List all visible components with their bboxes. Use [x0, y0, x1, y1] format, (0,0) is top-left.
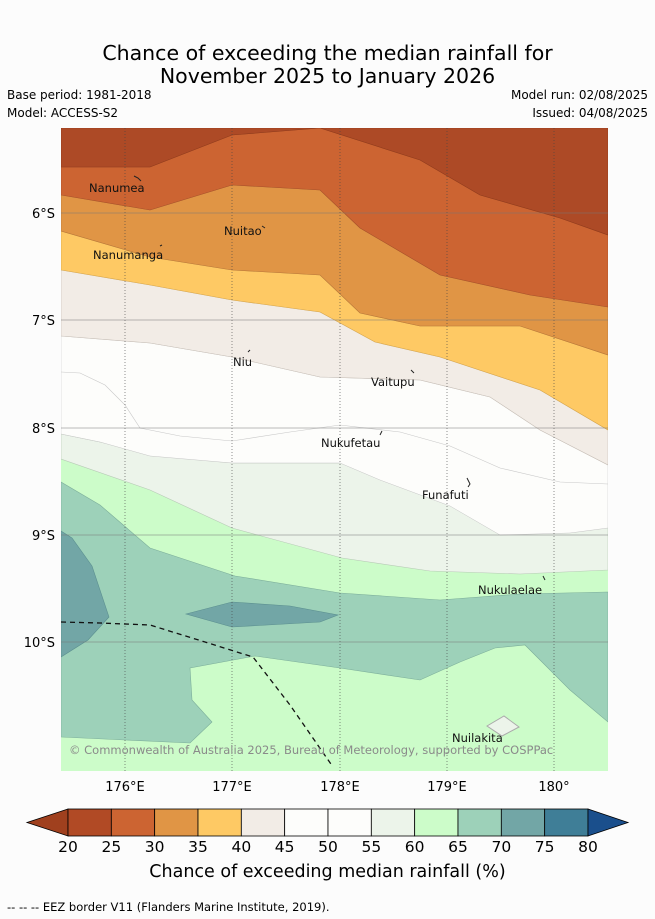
- lat-label-10s: 10°S: [24, 636, 55, 651]
- colorbar: [25, 808, 630, 837]
- colorbar-tick-label: 80: [578, 838, 598, 856]
- colorbar-swatch: [457, 808, 502, 837]
- colorbar-swatch: [284, 808, 329, 837]
- niu-island-icon: [247, 349, 251, 353]
- place-label-funafuti: Funafuti: [422, 488, 469, 502]
- colorbar-swatch: [154, 808, 199, 837]
- contour-line-50: [61, 371, 608, 485]
- colorbar-extend-high: [587, 808, 630, 837]
- nanumanga-island-icon: [159, 244, 163, 247]
- colorbar-tick-label: 20: [58, 838, 78, 856]
- nuitao-island-icon: [261, 225, 266, 229]
- place-label-nukulaelae: Nukulaelae: [478, 583, 542, 597]
- nuilakita-reef-icon: [486, 715, 520, 737]
- eez-border: [60, 621, 334, 768]
- colorbar-title: Chance of exceeding median rainfall (%): [149, 862, 506, 882]
- lon-label-180: 180°: [538, 780, 569, 795]
- place-label-nanumanga: Nanumanga: [93, 248, 163, 262]
- graticule-lat: [61, 212, 608, 643]
- lat-label-7s: 7°S: [32, 314, 55, 329]
- map-title-line2: November 2025 to January 2026: [159, 64, 496, 88]
- colorbar-tick-label: 55: [361, 838, 382, 856]
- colorbar-tick-label: 35: [188, 838, 208, 856]
- colorbar-tick-label: 60: [404, 838, 425, 856]
- lat-axis: 6°S 7°S 8°S 9°S 10°S: [24, 207, 55, 651]
- colorbar-swatch: [67, 808, 112, 837]
- band-65-70: [61, 481, 608, 744]
- lon-label-177e: 177°E: [212, 780, 252, 795]
- colorbar-swatch: [197, 808, 242, 837]
- copyright-notice: © Commonwealth of Australia 2025, Bureau…: [69, 743, 553, 757]
- lat-label-8s: 8°S: [32, 422, 55, 437]
- colorbar-tick-label: 70: [491, 838, 512, 856]
- probability-contours: [61, 128, 608, 771]
- colorbar-swatch: [544, 808, 589, 837]
- graticule-lon: [124, 128, 555, 771]
- place-label-vaitupu: Vaitupu: [371, 375, 415, 389]
- colorbar-tick-label: 30: [144, 838, 165, 856]
- colorbar-swatch: [327, 808, 372, 837]
- colorbar-tick-label: 75: [534, 838, 555, 856]
- colorbar-swatch: [240, 808, 286, 837]
- islands: [133, 175, 546, 737]
- colorbar-tick-label: 65: [448, 838, 468, 856]
- colorbar-tick-label: 40: [231, 838, 252, 856]
- issued-date: Issued: 04/08/2025: [532, 106, 648, 120]
- lon-label-176e: 176°E: [105, 780, 145, 795]
- place-label-nanumea: Nanumea: [89, 181, 145, 195]
- vaitupu-island-icon: [410, 369, 415, 374]
- colorbar-swatch: [500, 808, 546, 837]
- nukufetau-island-icon: [379, 430, 383, 436]
- place-label-niu: Niu: [233, 355, 252, 369]
- lat-label-9s: 9°S: [32, 529, 55, 544]
- map-title-line1: Chance of exceeding the median rainfall …: [102, 41, 553, 65]
- model-run-date: Model run: 02/08/2025: [510, 88, 648, 102]
- colorbar-extend-low: [25, 808, 69, 837]
- base-period: Base period: 1981-2018: [7, 88, 152, 102]
- nanumea-island-icon: [133, 175, 142, 182]
- lat-label-6s: 6°S: [32, 207, 55, 222]
- place-label-nukufetau: Nukufetau: [321, 436, 380, 450]
- colorbar-swatch: [110, 808, 156, 837]
- place-label-nuitao: Nuitao: [224, 224, 262, 238]
- colorbar-tick-label: 25: [101, 838, 122, 856]
- place-labels: Nanumea Nuitao Nanumanga Niu Vaitupu Nuk…: [89, 181, 542, 745]
- band-20-25: [61, 128, 608, 236]
- lon-axis: 176°E 177°E 178°E 179°E 180°: [105, 780, 569, 795]
- lon-label-178e: 178°E: [320, 780, 360, 795]
- colorbar-tick-label: 50: [318, 838, 338, 856]
- model-name: Model: ACCESS-S2: [7, 106, 119, 120]
- colorbar-tick-label: 45: [274, 838, 295, 856]
- colorbar-swatch: [414, 808, 459, 837]
- funafuti-island-icon: [466, 477, 471, 488]
- place-label-nuilakita: Nuilakita: [452, 731, 503, 745]
- nukulaelae-island-icon: [542, 575, 546, 581]
- lon-label-179e: 179°E: [427, 780, 467, 795]
- band-70-75-west: [61, 530, 110, 658]
- colorbar-swatch: [370, 808, 416, 837]
- eez-legend-note: -- -- -- EEZ border V11 (Flanders Marine…: [7, 900, 330, 914]
